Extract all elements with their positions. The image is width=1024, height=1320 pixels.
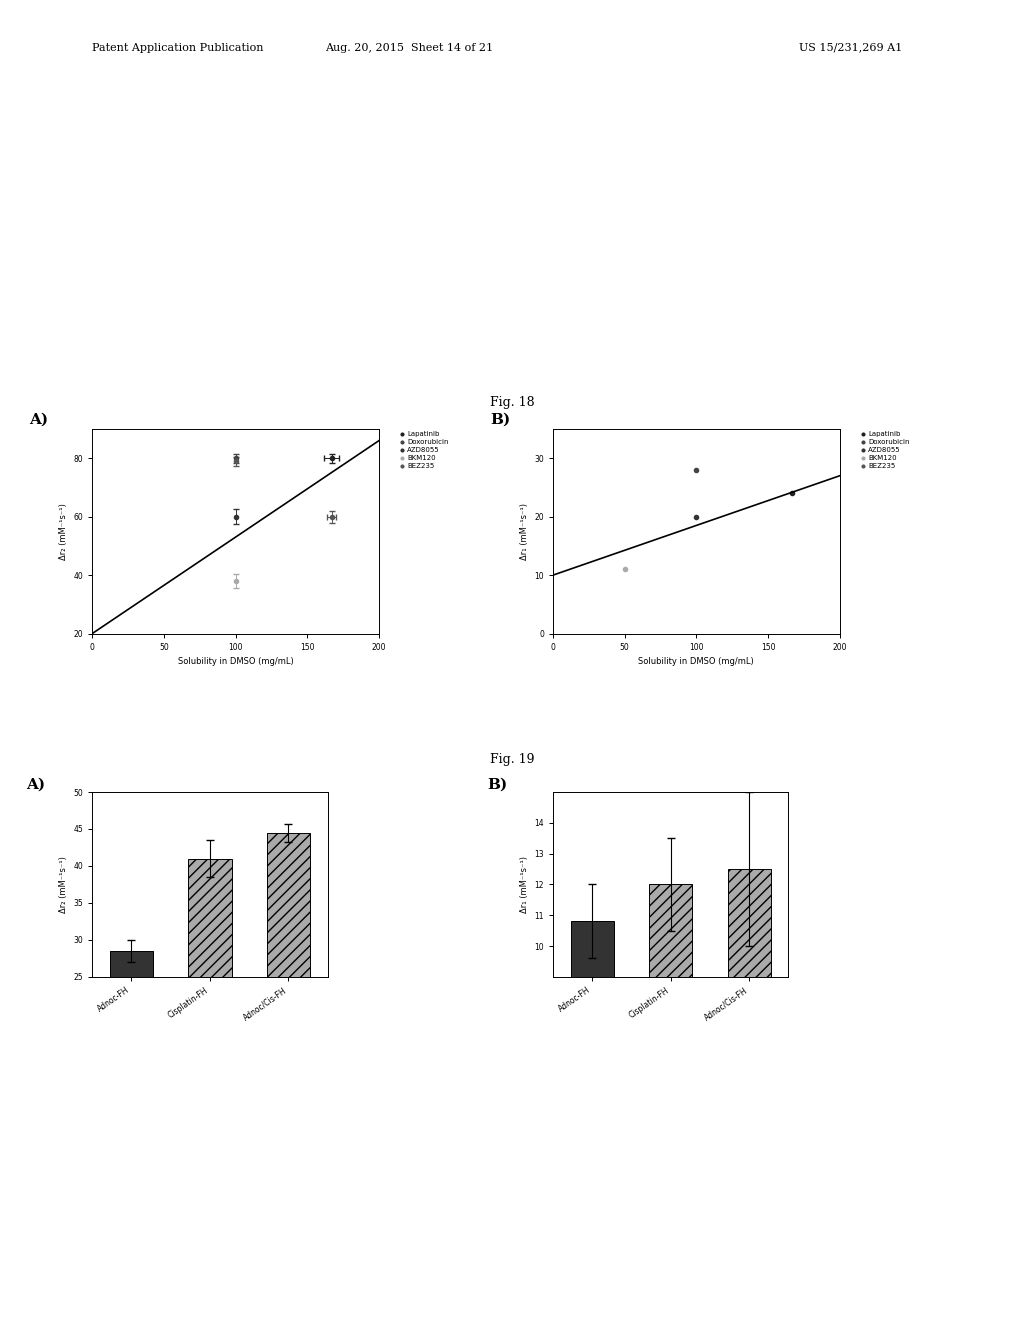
Text: B): B) <box>489 413 510 426</box>
Legend: Lapatinib, Doxorubicin, AZD8055, BKM120, BEZ235: Lapatinib, Doxorubicin, AZD8055, BKM120,… <box>396 429 452 473</box>
Bar <box>570 921 613 977</box>
Bar <box>267 833 310 977</box>
Legend: Lapatinib, Doxorubicin, AZD8055, BKM120, BEZ235: Lapatinib, Doxorubicin, AZD8055, BKM120,… <box>857 429 912 473</box>
X-axis label: Solubility in DMSO (mg/mL): Solubility in DMSO (mg/mL) <box>638 657 755 667</box>
Y-axis label: Δr₁ (mM⁻¹s⁻¹): Δr₁ (mM⁻¹s⁻¹) <box>520 855 528 913</box>
Text: Aug. 20, 2015  Sheet 14 of 21: Aug. 20, 2015 Sheet 14 of 21 <box>326 42 494 53</box>
Y-axis label: Δr₂ (mM⁻¹s⁻¹): Δr₂ (mM⁻¹s⁻¹) <box>58 503 68 560</box>
Bar <box>110 950 153 977</box>
Text: Patent Application Publication: Patent Application Publication <box>92 42 263 53</box>
Y-axis label: Δr₂ (mM⁻¹s⁻¹): Δr₂ (mM⁻¹s⁻¹) <box>58 855 68 913</box>
Y-axis label: Δr₁ (mM⁻¹s⁻¹): Δr₁ (mM⁻¹s⁻¹) <box>519 503 528 560</box>
Text: A): A) <box>29 413 48 426</box>
Bar <box>188 858 231 977</box>
Text: Fig. 19: Fig. 19 <box>489 752 535 766</box>
Text: Fig. 18: Fig. 18 <box>489 396 535 409</box>
Text: US 15/231,269 A1: US 15/231,269 A1 <box>799 42 902 53</box>
Text: A): A) <box>27 777 45 791</box>
X-axis label: Solubility in DMSO (mg/mL): Solubility in DMSO (mg/mL) <box>177 657 294 667</box>
Bar <box>649 884 692 977</box>
Text: B): B) <box>487 777 507 791</box>
Bar <box>728 869 771 977</box>
